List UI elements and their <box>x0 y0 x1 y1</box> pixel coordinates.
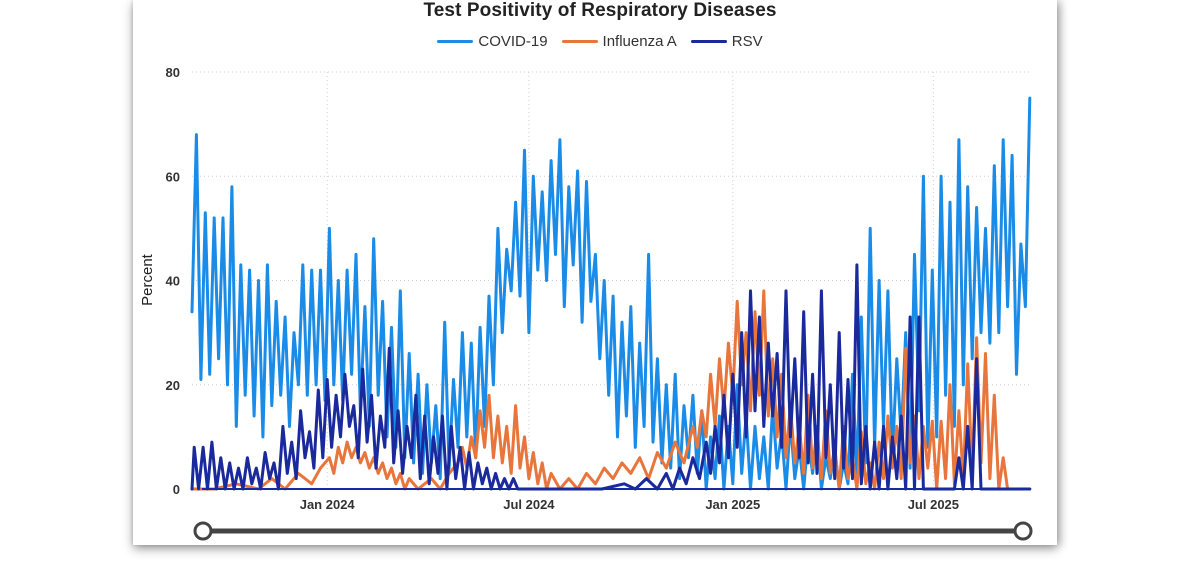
x-axis: Jan 2024 Jul 2024 Jan 2025 Jul 2025 <box>300 497 959 512</box>
series-lines <box>190 96 1032 491</box>
series-line-rsv <box>190 263 1032 491</box>
legend-swatch <box>561 40 598 43</box>
legend-item-influenza-a[interactable]: Influenza A <box>561 33 677 50</box>
y-axis-label: Percent <box>139 253 156 306</box>
y-axis: 0 20 40 60 80 <box>166 65 180 497</box>
legend-swatch <box>690 40 727 43</box>
slider-handle-end[interactable] <box>1013 521 1033 541</box>
legend-item-covid-19[interactable]: COVID-19 <box>437 33 548 50</box>
date-range-slider[interactable] <box>193 521 1033 541</box>
legend-swatch <box>437 40 474 43</box>
y-tick-label: 40 <box>166 274 180 289</box>
y-tick-label: 60 <box>166 169 180 184</box>
y-tick-label: 80 <box>166 65 180 80</box>
legend-label: RSV <box>731 33 763 50</box>
series-line-covid-19 <box>190 96 1032 491</box>
slider-handle-start[interactable] <box>193 521 213 541</box>
legend-item-rsv[interactable]: RSV <box>690 33 763 50</box>
legend-label: Influenza A <box>602 33 677 50</box>
x-tick-label: Jul 2024 <box>503 497 555 512</box>
x-tick-label: Jul 2025 <box>908 497 959 512</box>
legend[interactable]: COVID-19 Influenza A RSV <box>0 33 1200 50</box>
x-tick-label: Jan 2025 <box>705 497 760 512</box>
x-tick-label: Jan 2024 <box>300 497 356 512</box>
y-tick-label: 0 <box>173 482 180 497</box>
legend-label: COVID-19 <box>478 33 548 50</box>
chart-title: Test Positivity of Respiratory Diseases <box>423 0 777 21</box>
y-tick-label: 20 <box>166 378 180 393</box>
